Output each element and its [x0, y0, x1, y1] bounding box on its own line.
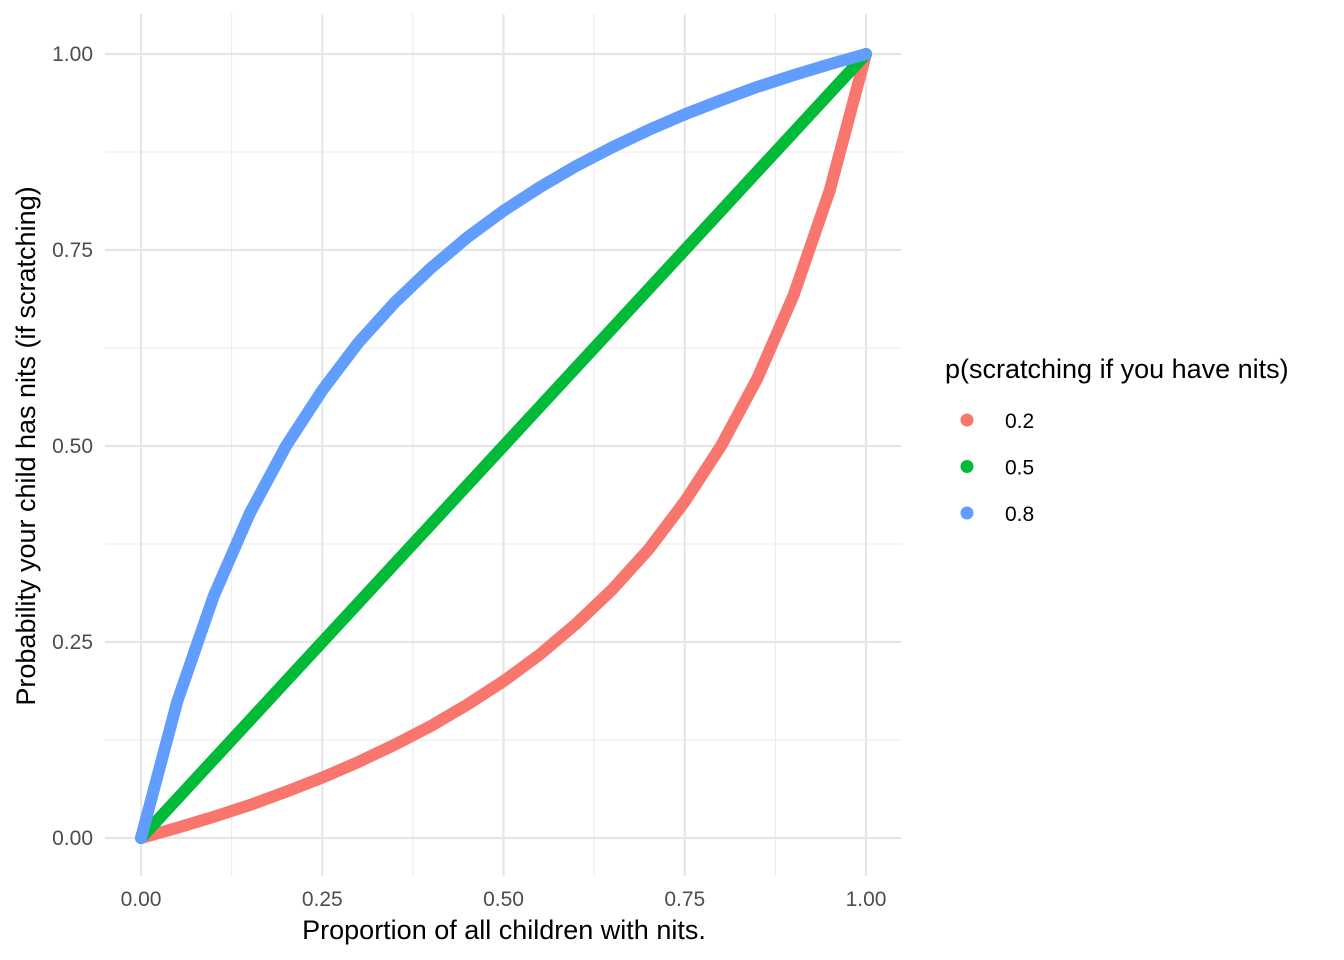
y-tick-label: 0.00 — [52, 827, 93, 850]
legend-label: 0.5 — [1005, 457, 1034, 480]
x-tick-label: 0.50 — [483, 888, 524, 911]
y-tick-label: 1.00 — [52, 43, 93, 66]
series-line-0-5 — [135, 48, 872, 844]
legend-label: 0.8 — [1005, 503, 1034, 526]
legend-key-0-5 — [960, 460, 974, 473]
y-axis-title: Probability your child has nits (if scra… — [11, 186, 41, 705]
x-tick-label: 1.00 — [846, 888, 887, 911]
series-layer — [135, 48, 872, 844]
legend-key-0-2 — [960, 413, 974, 427]
series-line-0-2 — [135, 48, 872, 844]
series-line-0-8 — [135, 48, 872, 844]
grid-major — [105, 14, 901, 876]
legend-key-0-8 — [960, 506, 974, 520]
y-tick-label: 0.75 — [52, 239, 93, 262]
legend-label: 0.2 — [1005, 410, 1034, 433]
legend-items: 0.2 0.5 0.8 — [960, 410, 1034, 526]
x-tick-label: 0.00 — [121, 888, 162, 911]
x-tick-label: 0.75 — [664, 888, 705, 911]
y-tick-label: 0.25 — [52, 631, 93, 654]
y-axis-ticks: 0.00 0.25 0.50 0.75 1.00 — [52, 43, 93, 850]
legend: p(scratching if you have nits) 0.2 0.5 0.8 — [945, 354, 1289, 526]
y-tick-label: 0.50 — [52, 435, 93, 458]
x-axis-title: Proportion of all children with nits. — [302, 915, 706, 945]
x-tick-label: 0.25 — [302, 888, 343, 911]
x-axis-ticks: 0.00 0.25 0.50 0.75 1.00 — [121, 888, 887, 911]
legend-title: p(scratching if you have nits) — [945, 354, 1289, 384]
